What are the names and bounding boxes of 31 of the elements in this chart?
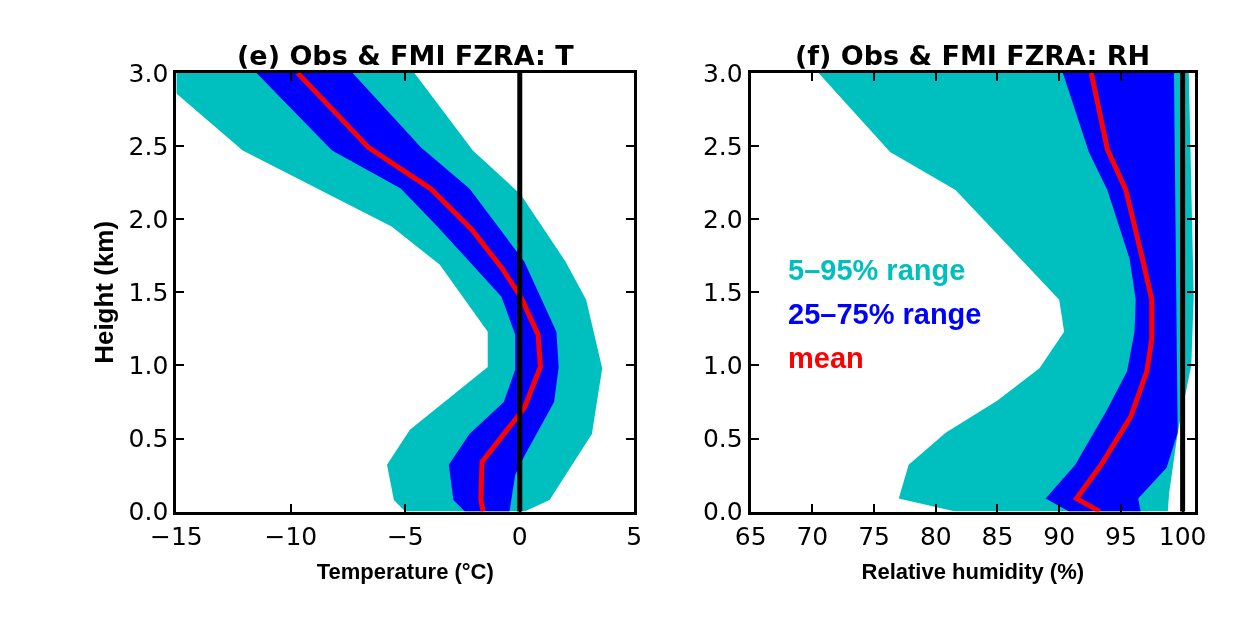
y-tick-label: 2.5 [128, 131, 169, 161]
y-tick-label: 3.0 [128, 58, 169, 88]
y-tick-label: 1.5 [128, 278, 169, 308]
x-axis-title: Temperature (°C) [316, 559, 494, 585]
series-label: 5–95% range [788, 254, 966, 286]
x-tick-label: 0 [511, 521, 528, 551]
y-tick-label: 2.0 [128, 205, 169, 235]
x-tick-label: 75 [858, 521, 890, 551]
x-tick-label: 70 [796, 521, 829, 551]
y-tick-label: 0.5 [128, 424, 169, 454]
y-tick-label: 1.0 [128, 351, 169, 381]
y-tick-label: 2.5 [702, 131, 743, 161]
x-tick-label: 95 [1105, 521, 1137, 551]
text: 25–75% range [788, 298, 982, 330]
chart-title: (e) Obs & FMI FZRA: T [237, 40, 575, 71]
x-tick-label: −10 [264, 521, 318, 551]
x-tick-label: 80 [919, 521, 952, 551]
text: mean [788, 342, 864, 374]
y-tick-label: 0.5 [702, 424, 743, 454]
y-axis-title: Height (km) [89, 220, 119, 364]
y-tick-label: 1.0 [702, 351, 743, 381]
y-tick-label: 3.0 [702, 58, 743, 88]
x-tick-label: 85 [981, 521, 1014, 551]
chart-title: (f) Obs & FMI FZRA: RH [795, 40, 1151, 71]
x-tick-label: −5 [386, 521, 424, 551]
x-tick-label: 100 [1158, 521, 1207, 551]
x-tick-label: 5 [626, 521, 643, 551]
y-tick-label: 2.0 [702, 205, 743, 235]
y-tick-label: 1.5 [702, 278, 743, 308]
x-tick-label: 90 [1043, 521, 1076, 551]
x-axis-title: Relative humidity (%) [861, 559, 1085, 585]
